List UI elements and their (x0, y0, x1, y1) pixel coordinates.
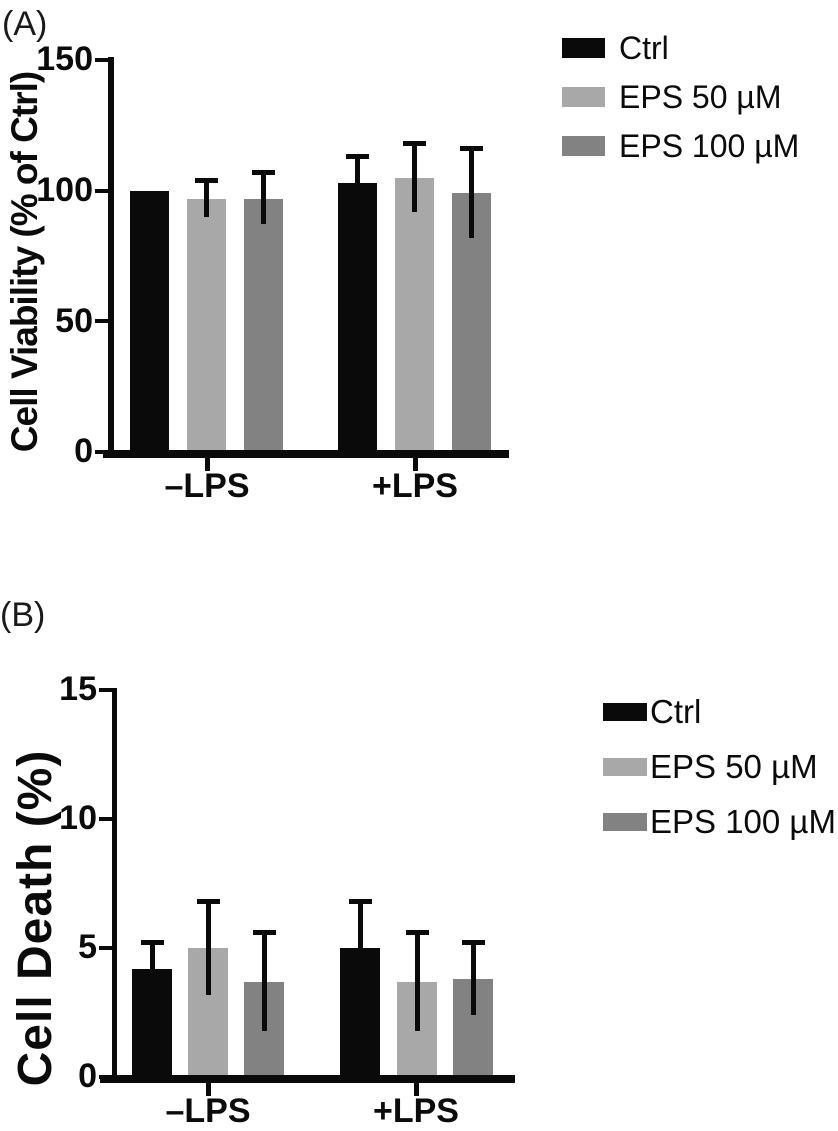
bar-ctrl-plus-lps (338, 183, 377, 452)
bar-eps-50-µm-minus-lps (187, 199, 226, 452)
error-bar-stem (206, 902, 211, 995)
legend-label: EPS 100 µM (650, 803, 836, 840)
error-bar-cap (141, 940, 164, 945)
error-bar-stem (415, 933, 420, 1031)
y-tick-label: 5 (78, 928, 97, 966)
bar-ctrl-minus-lps (130, 191, 169, 452)
x-axis-tick (205, 458, 210, 471)
error-bar-stem (204, 180, 209, 217)
error-bar-stem (358, 902, 363, 995)
y-tick-label: 15 (59, 670, 97, 708)
y-axis-tick (95, 319, 108, 323)
x-axis-tick (414, 1083, 419, 1096)
error-bar-cap (403, 141, 426, 146)
legend-label: EPS 100 µM (619, 127, 800, 164)
error-bar-cap (197, 899, 220, 904)
x-axis-line (100, 1075, 515, 1083)
eps50-swatch-icon (603, 758, 647, 776)
x-axis-tick (413, 458, 418, 471)
y-axis-tick (95, 58, 108, 62)
y-tick-label: 100 (36, 171, 93, 209)
panel-b-legend-item-eps50: EPS 50 µM (603, 748, 818, 785)
x-category-label-plus-lps: +LPS (373, 1092, 459, 1130)
y-axis-tick (95, 189, 108, 193)
panel-b-legend-item-ctrl: Ctrl (603, 693, 702, 730)
error-bar-cap (252, 170, 275, 175)
ctrl-swatch-icon (603, 703, 647, 721)
eps100-swatch-icon (603, 813, 647, 831)
error-bar-cap (253, 930, 276, 935)
y-tick-label: 0 (78, 1057, 97, 1095)
eps50-swatch-icon (562, 87, 605, 107)
error-bar-stem (355, 157, 360, 209)
y-axis-tick (95, 450, 108, 454)
error-bar-cap (349, 899, 372, 904)
error-bar-cap (462, 940, 485, 945)
error-bar-stem (261, 172, 266, 224)
error-bar-cap (406, 930, 429, 935)
y-tick-label: 50 (55, 302, 93, 340)
y-axis-tick (99, 817, 112, 821)
panel-b-legend-item-eps100: EPS 100 µM (603, 803, 836, 840)
error-bar-stem (412, 144, 417, 212)
legend-label: EPS 50 µM (619, 78, 782, 115)
x-axis-line (103, 450, 509, 458)
bar-eps-100-µm-minus-lps (244, 199, 283, 452)
error-bar-stem (262, 933, 267, 1031)
error-bar-stem (150, 943, 155, 995)
eps100-swatch-icon (562, 136, 605, 156)
legend-label: EPS 50 µM (650, 748, 818, 785)
panel-a-legend-item-eps50: EPS 50 µM (562, 79, 782, 115)
y-tick-label: 10 (59, 799, 97, 837)
panel-a-legend-item-eps100: EPS 100 µM (562, 128, 799, 164)
error-bar-stem (471, 943, 476, 1015)
panel-a-label: (A) (2, 5, 48, 43)
y-tick-label: 0 (74, 432, 93, 470)
ctrl-swatch-icon (562, 38, 605, 58)
x-category-label-plus-lps: +LPS (372, 467, 458, 505)
x-category-label-minus-lps: –LPS (165, 1092, 251, 1130)
legend-label: Ctrl (619, 29, 669, 66)
legend-label: Ctrl (650, 693, 702, 730)
error-bar-cap (195, 178, 218, 183)
x-axis-tick (206, 1083, 211, 1096)
y-tick-label: 150 (36, 40, 93, 78)
y-axis-tick (99, 946, 112, 950)
panel-b-label: (B) (0, 596, 46, 634)
bar-eps-50-µm-plus-lps (395, 178, 434, 452)
y-axis-line (112, 688, 117, 1082)
y-axis-line (108, 57, 114, 457)
x-category-label-minus-lps: –LPS (164, 467, 250, 505)
error-bar-stem (469, 149, 474, 238)
error-bar-cap (460, 146, 483, 151)
error-bar-cap (346, 154, 369, 159)
panel-a-legend-item-ctrl: Ctrl (562, 30, 669, 66)
y-axis-tick (99, 688, 112, 692)
